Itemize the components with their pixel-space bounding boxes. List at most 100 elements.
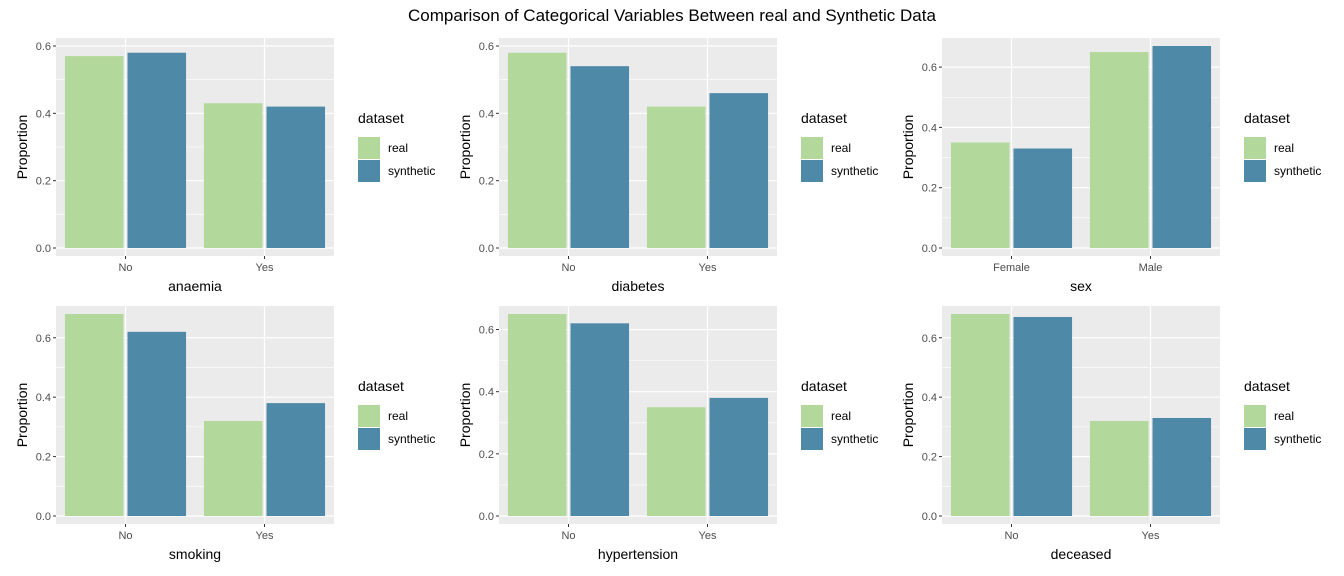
x-tick-label: Yes <box>256 262 274 274</box>
x-axis-title: hypertension <box>598 546 678 562</box>
bar-synthetic-yes <box>709 397 769 516</box>
x-tick-label: No <box>118 530 132 542</box>
legend-label-real: real <box>388 409 408 423</box>
x-tick-label: No <box>561 262 575 274</box>
x-tick-label: Yes <box>699 262 717 274</box>
legend-key-real <box>358 405 380 427</box>
legend-label-real: real <box>388 141 408 155</box>
legend-label-real: real <box>831 141 851 155</box>
main-title: Comparison of Categorical Variables Betw… <box>408 6 936 25</box>
legend-label-synthetic: synthetic <box>1274 164 1321 178</box>
y-tick-label: 0.2 <box>479 176 494 188</box>
y-axis-title: Proportion <box>14 115 30 180</box>
bar-real-female <box>950 142 1010 248</box>
y-tick-label: 0.6 <box>922 333 937 345</box>
y-tick-label: 0.6 <box>479 325 494 337</box>
bar-synthetic-no <box>127 331 187 516</box>
bar-synthetic-yes <box>266 403 326 516</box>
legend-label-synthetic: synthetic <box>1274 432 1321 446</box>
y-tick-label: 0.2 <box>922 452 937 464</box>
y-tick-label: 0.2 <box>36 176 51 188</box>
legend: dataset real synthetic <box>358 378 435 450</box>
legend-key-synthetic <box>358 428 380 450</box>
x-tick-label: No <box>1004 530 1018 542</box>
x-axis-title: diabetes <box>612 278 665 294</box>
y-axis-title: Proportion <box>457 383 473 448</box>
bar-real-no <box>64 314 124 516</box>
y-tick-label: 0.4 <box>922 392 937 404</box>
bar-synthetic-no <box>570 323 630 516</box>
legend-label-synthetic: synthetic <box>831 164 878 178</box>
legend-key-synthetic <box>1244 428 1266 450</box>
bar-real-yes <box>203 420 263 516</box>
legend-key-real <box>801 137 823 159</box>
y-axis-title: Proportion <box>14 383 30 448</box>
y-tick-label: 0.4 <box>479 108 494 120</box>
legend: dataset real synthetic <box>358 110 435 182</box>
y-axis-title: Proportion <box>900 115 916 180</box>
x-axis-title: anaemia <box>168 278 222 294</box>
legend-key-synthetic <box>1244 160 1266 182</box>
bar-real-no <box>507 314 567 516</box>
legend-key-synthetic <box>801 160 823 182</box>
y-tick-label: 0.0 <box>36 511 51 523</box>
bar-real-no <box>507 52 567 248</box>
legend-title: dataset <box>358 378 404 394</box>
chart-sex: 0.0 0.2 0.4 0.6 Female Male sex Proportion datas… <box>900 38 1321 294</box>
chart-smoking: 0.0 0.2 0.4 0.6 No Yes smoking Proportion datase… <box>14 306 435 562</box>
y-tick-label: 0.0 <box>922 243 937 255</box>
legend-label-real: real <box>1274 141 1294 155</box>
y-tick-label: 0.0 <box>479 511 494 523</box>
y-tick-label: 0.2 <box>922 183 937 195</box>
y-tick-label: 0.2 <box>479 449 494 461</box>
legend: dataset real synthetic <box>801 378 878 450</box>
legend-key-synthetic <box>801 428 823 450</box>
chart-hypertension: 0.0 0.2 0.4 0.6 No Yes hypertension Proportion d… <box>457 306 878 562</box>
bar-synthetic-male <box>1152 46 1212 248</box>
y-tick-label: 0.4 <box>479 387 494 399</box>
x-tick-label: Yes <box>1142 530 1160 542</box>
legend: dataset real synthetic <box>801 110 878 182</box>
legend-key-real <box>358 137 380 159</box>
legend-label-synthetic: synthetic <box>831 432 878 446</box>
legend-label-real: real <box>831 409 851 423</box>
y-tick-label: 0.4 <box>922 122 937 134</box>
x-axis-title: smoking <box>169 546 221 562</box>
legend-key-synthetic <box>358 160 380 182</box>
chart-diabetes: 0.0 0.2 0.4 0.6 No Yes diabetes Proportion datas… <box>457 38 878 294</box>
bar-synthetic-no <box>570 66 630 248</box>
legend-key-real <box>1244 405 1266 427</box>
legend-title: dataset <box>1244 110 1290 126</box>
bar-real-yes <box>1089 420 1149 516</box>
chart-deceased: 0.0 0.2 0.4 0.6 No Yes deceased Proportion datas… <box>900 306 1321 562</box>
x-axis-title: deceased <box>1051 546 1112 562</box>
x-tick-label: Yes <box>256 530 274 542</box>
bar-real-male <box>1089 52 1149 249</box>
legend-key-real <box>1244 137 1266 159</box>
bar-synthetic-yes <box>1152 417 1212 516</box>
y-axis-title: Proportion <box>457 115 473 180</box>
bar-synthetic-female <box>1013 148 1073 248</box>
y-tick-label: 0.6 <box>36 333 51 345</box>
y-tick-label: 0.2 <box>36 452 51 464</box>
legend: dataset real synthetic <box>1244 378 1321 450</box>
y-tick-label: 0.4 <box>36 108 51 120</box>
bar-real-no <box>64 56 124 248</box>
x-tick-label: No <box>118 262 132 274</box>
x-tick-label: No <box>561 530 575 542</box>
bar-synthetic-yes <box>266 106 326 248</box>
legend: dataset real synthetic <box>1244 110 1321 182</box>
y-tick-label: 0.6 <box>36 41 51 53</box>
x-tick-label: Female <box>993 262 1030 274</box>
y-tick-label: 0.6 <box>922 62 937 74</box>
x-tick-label: Male <box>1139 262 1163 274</box>
y-tick-label: 0.0 <box>479 243 494 255</box>
y-tick-label: 0.6 <box>479 41 494 53</box>
bar-real-yes <box>203 103 263 248</box>
y-tick-label: 0.4 <box>36 392 51 404</box>
x-tick-label: Yes <box>699 530 717 542</box>
legend-key-real <box>801 405 823 427</box>
legend-title: dataset <box>801 378 847 394</box>
